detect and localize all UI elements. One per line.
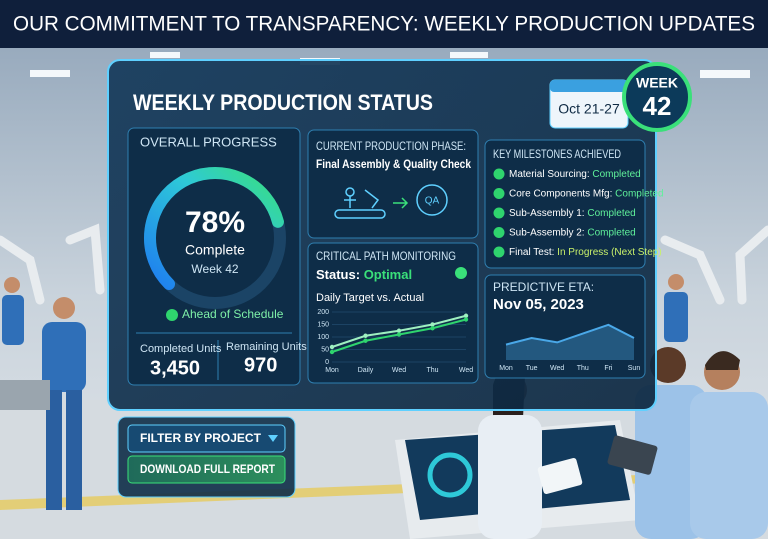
check-icon bbox=[493, 168, 505, 180]
people-right bbox=[478, 347, 768, 539]
header-bar bbox=[0, 0, 768, 48]
x-tick-label: Mon bbox=[499, 365, 513, 372]
phase-name: Final Assembly & Quality Check bbox=[316, 157, 471, 171]
download-label[interactable]: DOWNLOAD FULL REPORT bbox=[140, 462, 276, 476]
milestone-label: Final Test: bbox=[509, 247, 554, 258]
worker-left bbox=[0, 297, 86, 510]
header-title: OUR COMMITMENT TO TRANSPARENCY: WEEKLY P… bbox=[13, 13, 755, 36]
critical-status: Status: Optimal bbox=[316, 267, 412, 282]
critical-title: CRITICAL PATH MONITORING bbox=[316, 249, 456, 263]
point bbox=[430, 326, 435, 331]
y-tick-label: 50 bbox=[321, 346, 329, 353]
status-dot bbox=[455, 267, 467, 279]
week-badge-label: WEEK bbox=[636, 75, 678, 91]
filter-button[interactable] bbox=[127, 424, 286, 453]
remaining-units-label: Remaining Units bbox=[226, 341, 307, 353]
x-tick-label: Daily bbox=[358, 367, 374, 374]
gauge-arc bbox=[144, 167, 284, 290]
milestones-card bbox=[484, 139, 646, 269]
milestone-status: Completed bbox=[615, 188, 663, 199]
robot-arm-right bbox=[660, 225, 768, 305]
area bbox=[506, 324, 634, 360]
point bbox=[396, 328, 402, 333]
point bbox=[430, 322, 435, 327]
milestones-title: KEY MILESTONES ACHIEVED bbox=[493, 147, 621, 161]
milestone-label: Sub-Assembly 1: bbox=[509, 208, 585, 219]
qa-badge bbox=[416, 184, 448, 216]
dashboard-title: WEEKLY PRODUCTION STATUS bbox=[133, 90, 433, 115]
milestone-status: Completed bbox=[592, 169, 640, 180]
qa-badge-text: QA bbox=[425, 196, 440, 207]
milestone-label: Material Sourcing: bbox=[509, 169, 590, 180]
check-icon bbox=[493, 246, 505, 258]
completed-units-value: 3,450 bbox=[150, 357, 200, 379]
point bbox=[329, 344, 335, 350]
worker-back bbox=[2, 274, 688, 345]
y-tick-label: 100 bbox=[317, 334, 329, 341]
y-tick-label: 200 bbox=[317, 309, 329, 316]
x-tick-label: Wed bbox=[392, 367, 406, 374]
status-value: Optimal bbox=[364, 267, 412, 282]
milestone-item: Material Sourcing: Completed bbox=[509, 169, 641, 180]
week-badge-number: 42 bbox=[643, 91, 672, 121]
milestone-label: Core Components Mfg: bbox=[509, 188, 612, 199]
progress-status: Complete bbox=[185, 242, 245, 258]
download-button[interactable] bbox=[127, 455, 286, 484]
x-tick-label: Wed bbox=[459, 367, 473, 374]
x-tick-label: Tue bbox=[526, 365, 538, 372]
critical-card bbox=[307, 242, 479, 384]
milestone-label: Sub-Assembly 2: bbox=[509, 227, 585, 238]
filter-label[interactable]: FILTER BY PROJECT bbox=[140, 431, 262, 445]
point bbox=[363, 333, 368, 338]
eta-date: Nov 05, 2023 bbox=[493, 296, 584, 313]
assembly-icon bbox=[334, 187, 409, 219]
milestone-status: Completed bbox=[587, 208, 635, 219]
calendar-top bbox=[550, 80, 628, 92]
x-tick-label: Sun bbox=[628, 365, 641, 372]
check-icon bbox=[166, 309, 178, 321]
point bbox=[463, 317, 469, 322]
remaining-units-value: 970 bbox=[244, 354, 277, 376]
milestone-item: Sub-Assembly 1: Completed bbox=[509, 208, 636, 219]
eta-card bbox=[484, 274, 646, 379]
check-icon bbox=[493, 227, 505, 238]
x-tick-label: Wed bbox=[550, 365, 564, 372]
point bbox=[463, 313, 469, 318]
completed-units-label: Completed Units bbox=[140, 343, 222, 355]
check-icon bbox=[493, 188, 505, 199]
dropdown-arrow[interactable] bbox=[268, 435, 278, 442]
milestone-status: Completed bbox=[587, 227, 635, 238]
progress-title: OVERALL PROGRESS bbox=[140, 134, 277, 149]
milestone-status: In Progress (Next Step) bbox=[557, 247, 661, 258]
robot-arm-left bbox=[0, 223, 105, 305]
line bbox=[505, 323, 635, 346]
point bbox=[396, 332, 402, 337]
milestone-item: Sub-Assembly 2: Completed bbox=[509, 227, 636, 238]
point bbox=[363, 338, 368, 343]
x-tick-label: Mon bbox=[325, 367, 339, 374]
chart-title: Daily Target vs. Actual bbox=[316, 292, 424, 304]
schedule-note: Ahead of Schedule bbox=[182, 307, 284, 321]
progress-week: Week 42 bbox=[191, 262, 238, 276]
y-tick-label: 0 bbox=[325, 359, 329, 366]
gauge-label: 78% bbox=[185, 206, 245, 239]
check-icon bbox=[493, 207, 505, 219]
phase-card bbox=[307, 129, 479, 239]
eta-title: PREDICTIVE ETA: bbox=[493, 280, 594, 294]
phase-title: CURRENT PRODUCTION PHASE: bbox=[316, 139, 466, 153]
status-label: Status: bbox=[316, 267, 360, 282]
week-badge bbox=[622, 62, 692, 132]
x-tick-label: Thu bbox=[577, 365, 589, 372]
date-range: Oct 21-27 bbox=[558, 101, 620, 117]
x-tick-label: Fri bbox=[604, 365, 613, 372]
milestone-item: Core Components Mfg: Completed bbox=[509, 188, 664, 199]
point bbox=[329, 349, 335, 355]
milestone-item: Final Test: In Progress (Next Step) bbox=[509, 247, 662, 258]
y-tick-label: 150 bbox=[317, 321, 329, 328]
x-tick-label: Thu bbox=[426, 367, 438, 374]
